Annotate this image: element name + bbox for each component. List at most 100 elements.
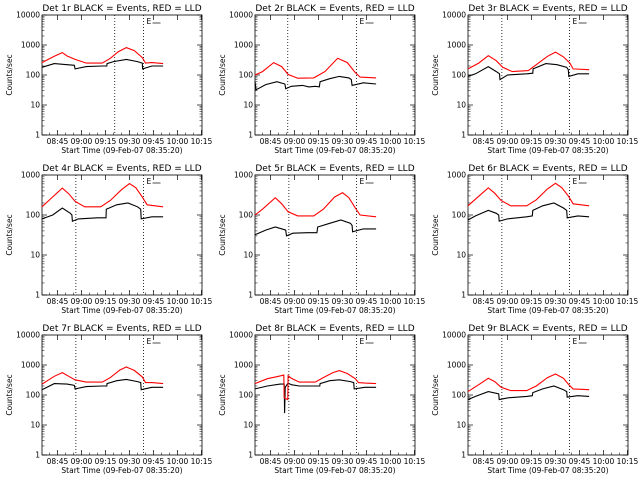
events-series-line	[467, 202, 590, 222]
x-tick-label: 09:00	[71, 297, 93, 306]
y-tick-label: 1	[461, 131, 466, 140]
y-tick-label: 10	[243, 101, 253, 110]
events-series-line	[41, 58, 164, 70]
events-series-line	[467, 385, 590, 401]
x-axis-label: Start Time (09-Feb-07 08:35:20)	[61, 306, 182, 315]
lld-series-line	[41, 182, 164, 208]
x-tick-label: 10:15	[617, 457, 639, 466]
x-tick-label: 08:45	[260, 137, 282, 146]
lld-series-line	[41, 366, 164, 385]
y-tick-label: 1000	[447, 41, 466, 50]
x-tick-label: 09:45	[143, 297, 165, 306]
corner-mark: E	[360, 337, 365, 346]
y-tick-label: 1000	[234, 41, 253, 50]
x-axis-label: Start Time (09-Feb-07 08:35:20)	[487, 146, 608, 155]
panel-title: Det 8r BLACK = Events, RED = LLD	[255, 324, 414, 334]
plot-frame	[41, 14, 203, 136]
y-tick-label: 10	[30, 101, 40, 110]
x-axis-label: Start Time (09-Feb-07 08:35:20)	[274, 146, 395, 155]
x-tick-label: 09:30	[332, 457, 354, 466]
y-tick-label: 1000	[21, 41, 40, 50]
lld-series-line	[467, 51, 590, 73]
x-tick-label: 10:00	[380, 297, 402, 306]
x-tick-label: 10:00	[380, 457, 402, 466]
y-tick-label: 1000	[234, 361, 253, 370]
panel-title: Det 2r BLACK = Events, RED = LLD	[255, 4, 414, 14]
detector-panel-9: Det 9r BLACK = Events, RED = LLD 1 10 100 10…	[431, 324, 639, 475]
x-tick-label: 09:15	[521, 297, 543, 306]
x-tick-label: 10:00	[593, 137, 615, 146]
x-tick-label: 08:45	[473, 297, 495, 306]
y-tick-label: 10000	[16, 11, 40, 20]
corner-mark: E	[573, 337, 578, 346]
x-tick-label: 09:15	[95, 457, 117, 466]
x-tick-label: 09:45	[356, 457, 378, 466]
x-tick-label: 10:00	[593, 297, 615, 306]
y-tick-label: 10	[456, 251, 466, 260]
events-series-line	[254, 379, 377, 414]
y-tick-label: 1	[461, 291, 466, 300]
y-tick-label: 100	[239, 211, 254, 220]
x-tick-label: 10:15	[404, 137, 426, 146]
x-tick-label: 10:15	[617, 297, 639, 306]
lld-series-line	[41, 46, 164, 65]
x-tick-label: 08:45	[473, 137, 495, 146]
x-tick-label: 09:30	[332, 297, 354, 306]
plot-frame	[254, 14, 416, 136]
events-series-line	[254, 75, 377, 91]
y-axis-label: Counts/sec	[5, 374, 14, 415]
x-tick-label: 09:00	[497, 457, 519, 466]
detector-panel-8: Det 8r BLACK = Events, RED = LLD 1 10 100 10…	[218, 324, 426, 475]
panel-title: Det 3r BLACK = Events, RED = LLD	[468, 4, 627, 14]
x-tick-label: 10:00	[167, 137, 189, 146]
x-tick-label: 10:15	[191, 137, 213, 146]
y-tick-label: 10	[243, 251, 253, 260]
x-axis-label: Start Time (09-Feb-07 08:35:20)	[487, 466, 608, 475]
panel-title: Det 1r BLACK = Events, RED = LLD	[42, 4, 201, 14]
x-tick-label: 09:30	[545, 457, 567, 466]
detector-panel-2: Det 2r BLACK = Events, RED = LLD 1 10 100 10…	[218, 4, 426, 155]
x-tick-label: 09:45	[356, 137, 378, 146]
detector-panel-5: Det 5r BLACK = Events, RED = LLD 1 10 100 10…	[218, 164, 426, 315]
x-tick-label: 09:45	[356, 297, 378, 306]
y-tick-label: 10	[30, 251, 40, 260]
y-tick-label: 1	[461, 451, 466, 460]
y-tick-label: 1	[248, 131, 253, 140]
x-tick-label: 09:00	[71, 457, 93, 466]
lld-series-line	[254, 57, 377, 79]
detector-panel-4: Det 4r BLACK = Events, RED = LLD 1 10 100 10…	[5, 164, 213, 315]
plot-frame	[254, 334, 416, 456]
y-tick-label: 100	[239, 71, 254, 80]
corner-mark: E	[147, 17, 152, 26]
y-tick-label: 1	[248, 291, 253, 300]
x-tick-label: 09:30	[545, 297, 567, 306]
events-series-line	[41, 202, 164, 222]
lld-series-line	[254, 192, 377, 218]
y-tick-label: 10000	[442, 11, 466, 20]
x-tick-label: 09:00	[497, 137, 519, 146]
x-tick-label: 09:00	[71, 137, 93, 146]
plot-frame	[41, 334, 203, 456]
y-tick-label: 10000	[229, 331, 253, 340]
x-tick-label: 09:30	[119, 137, 141, 146]
x-tick-label: 10:00	[593, 457, 615, 466]
y-tick-label: 100	[452, 391, 467, 400]
x-tick-label: 09:15	[308, 297, 330, 306]
x-tick-label: 09:15	[521, 457, 543, 466]
detector-panel-3: Det 3r BLACK = Events, RED = LLD 1 10 100 10…	[431, 4, 639, 155]
plot-frame	[41, 174, 203, 296]
x-tick-label: 09:45	[569, 297, 591, 306]
y-axis-label: Counts/sec	[218, 374, 227, 415]
plot-frame	[467, 334, 629, 456]
panel-title: Det 7r BLACK = Events, RED = LLD	[42, 324, 201, 334]
x-tick-label: 10:00	[167, 457, 189, 466]
y-tick-label: 10	[30, 421, 40, 430]
x-tick-label: 09:45	[143, 457, 165, 466]
x-tick-label: 10:15	[617, 137, 639, 146]
y-tick-label: 1	[35, 131, 40, 140]
x-tick-label: 09:15	[308, 137, 330, 146]
y-tick-label: 100	[26, 71, 41, 80]
y-axis-label: Counts/sec	[431, 54, 440, 95]
plot-frame	[254, 174, 416, 296]
